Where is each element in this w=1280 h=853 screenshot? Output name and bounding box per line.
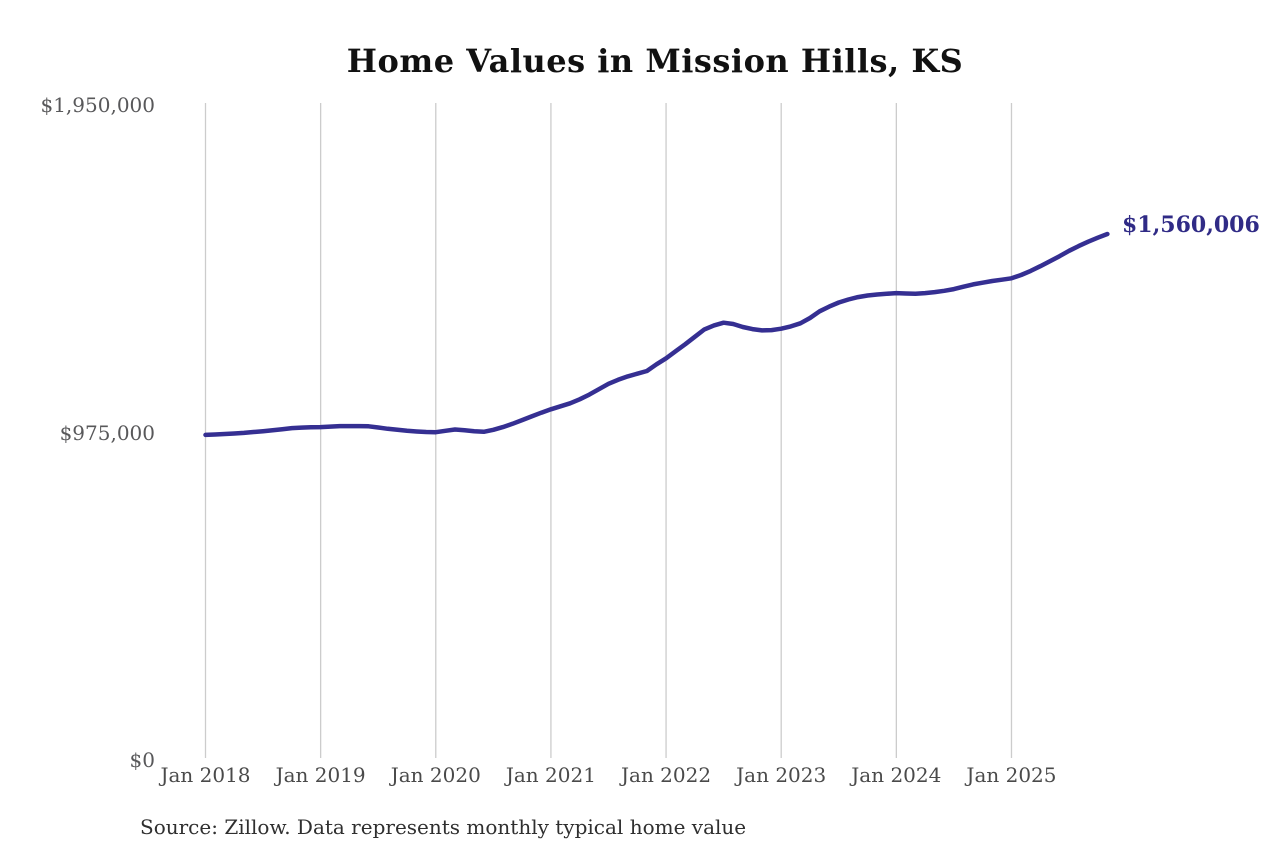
y-tick-label-1: $975,000 <box>59 420 155 445</box>
x-tick-label-jan-2024: Jan 2024 <box>851 763 942 787</box>
source-note: Source: Zillow. Data represents monthly … <box>140 815 747 839</box>
x-tick-label-jan-2023: Jan 2023 <box>736 763 827 787</box>
y-tick-label-0: $0 <box>129 748 155 772</box>
x-tick-label-jan-2019: Jan 2019 <box>275 763 366 787</box>
latest-value-label: $1,560,006 <box>1122 212 1260 238</box>
x-tick-label-jan-2022: Jan 2022 <box>621 763 712 787</box>
x-tick-label-jan-2020: Jan 2020 <box>390 763 481 787</box>
x-tick-label-jan-2025: Jan 2025 <box>966 763 1057 787</box>
x-tick-label-jan-2021: Jan 2021 <box>505 763 596 787</box>
y-tick-label-2: $1,950,000 <box>40 93 155 117</box>
chart-title: Home Values in Mission Hills, KS <box>346 42 964 80</box>
home-value-series-line <box>203 231 1110 438</box>
x-tick-label-jan-2018: Jan 2018 <box>160 763 251 787</box>
